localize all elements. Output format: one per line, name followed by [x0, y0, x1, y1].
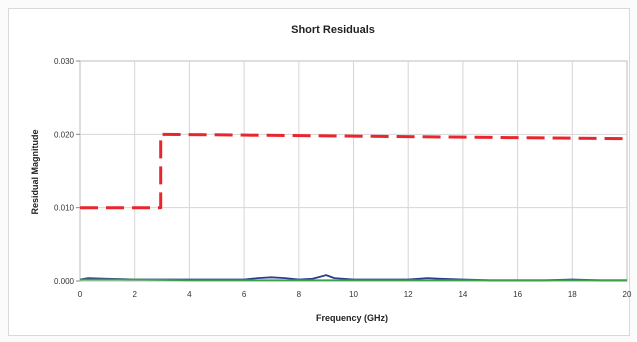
x-tick-label: 16: [513, 290, 522, 299]
x-tick-label: 2: [132, 290, 137, 299]
x-tick-label: 8: [297, 290, 302, 299]
x-axis-label: Frequency (GHz): [316, 313, 388, 323]
x-tick-label: 14: [458, 290, 467, 299]
y-tick-label: 0.000: [54, 277, 75, 286]
chart-title: Short Residuals: [291, 24, 375, 36]
y-axis-label: Residual Magnitude: [30, 129, 40, 214]
series-limit-line: [80, 132, 628, 210]
x-tick-label: 6: [242, 290, 247, 299]
x-tick-label: 12: [404, 290, 413, 299]
y-tick-label: 0.030: [54, 57, 75, 66]
y-tick-label: 0.020: [54, 130, 75, 139]
series-layer: [79, 132, 628, 282]
x-tick-label: 18: [568, 290, 577, 299]
tick-labels: 0 2 4 6 8 10 12 14 16 18 20 0.000 0.010 0.020 0.030: [54, 57, 632, 299]
series-residual-green: [80, 278, 627, 282]
x-tick-label: 20: [623, 290, 632, 299]
x-tick-label: 4: [187, 290, 192, 299]
grid-lines: [76, 60, 627, 282]
x-tick-label: 0: [78, 290, 83, 299]
y-tick-label: 0.010: [54, 204, 75, 213]
x-tick-label: 10: [349, 290, 358, 299]
